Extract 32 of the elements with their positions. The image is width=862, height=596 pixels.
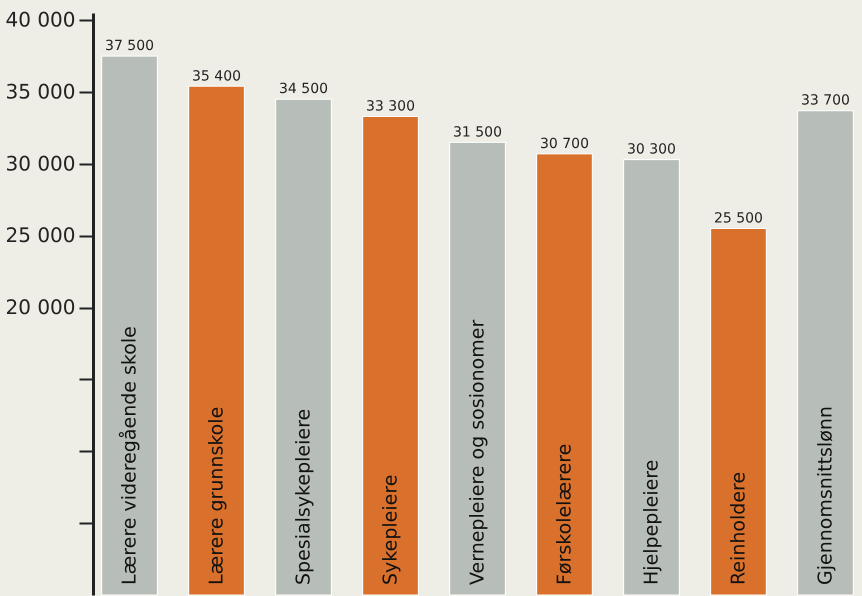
bar — [275, 98, 332, 596]
bar — [449, 142, 506, 596]
bar — [101, 56, 158, 596]
y-tick-label: 40 000 — [6, 8, 76, 32]
data-label: 35 400 — [192, 68, 242, 84]
x-tick-label: Gjennomsnittslønn — [814, 406, 836, 585]
bar — [188, 86, 245, 596]
data-label: 34 500 — [279, 81, 328, 98]
x-tick-label: Vernepleiere og sosionomer — [466, 320, 488, 585]
x-tick-label: Hjelpepleiere — [640, 460, 662, 585]
x-tick-label: Sykepleiere — [380, 474, 402, 585]
y-tick-label: 25 000 — [6, 223, 76, 248]
x-tick-label: Spesialsykepleiere — [292, 408, 315, 585]
data-label: 25 500 — [714, 210, 763, 227]
bar — [710, 228, 767, 596]
y-tick-label: 20 000 — [6, 295, 76, 320]
data-label: 37 500 — [105, 38, 154, 54]
bar — [797, 110, 854, 596]
data-label: 33 700 — [800, 92, 850, 109]
y-tick-label: 30 000 — [6, 151, 76, 176]
y-tick-label: 35 000 — [6, 80, 76, 104]
bar — [623, 159, 680, 596]
x-tick-label: Lærere grunnskole — [206, 406, 228, 585]
data-label: 30 700 — [540, 136, 589, 152]
bar — [536, 153, 593, 596]
x-tick-label: Lærere videregående skole — [118, 326, 141, 585]
data-label: 31 500 — [453, 124, 502, 140]
bar — [362, 116, 419, 596]
data-label: 33 300 — [366, 98, 416, 114]
x-tick-label: Reinholdere — [727, 472, 750, 585]
x-tick-label: Førskolelærere — [553, 444, 576, 585]
data-label: 30 300 — [626, 142, 676, 158]
